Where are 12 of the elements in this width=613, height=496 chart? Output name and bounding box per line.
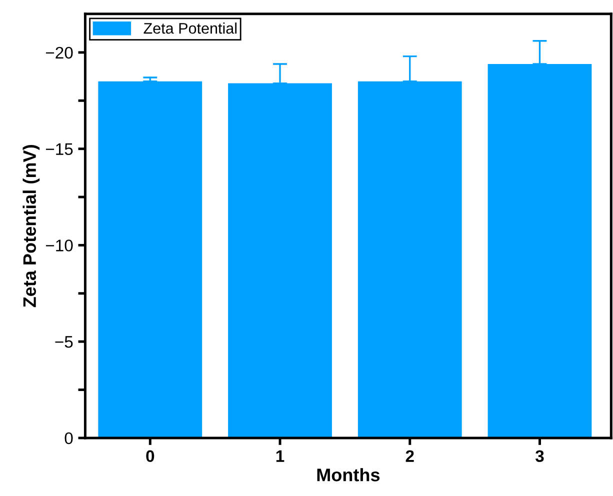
- x-tick-label: 1: [276, 450, 284, 462]
- x-tick-label: 2: [406, 450, 414, 462]
- x-axis-title: Months: [317, 468, 380, 482]
- y-tick-label: −20: [46, 46, 73, 59]
- x-tick-label: 3: [535, 450, 544, 462]
- legend-label: Zeta Potential: [144, 22, 237, 34]
- y-tick-label: −15: [46, 143, 73, 156]
- x-tick-label: 0: [146, 450, 154, 462]
- y-tick-label: 0: [64, 432, 73, 444]
- y-tick-label: −10: [46, 240, 73, 252]
- y-tick-label: −5: [55, 336, 73, 348]
- y-axis-title: Zeta Potential (mV): [22, 145, 40, 308]
